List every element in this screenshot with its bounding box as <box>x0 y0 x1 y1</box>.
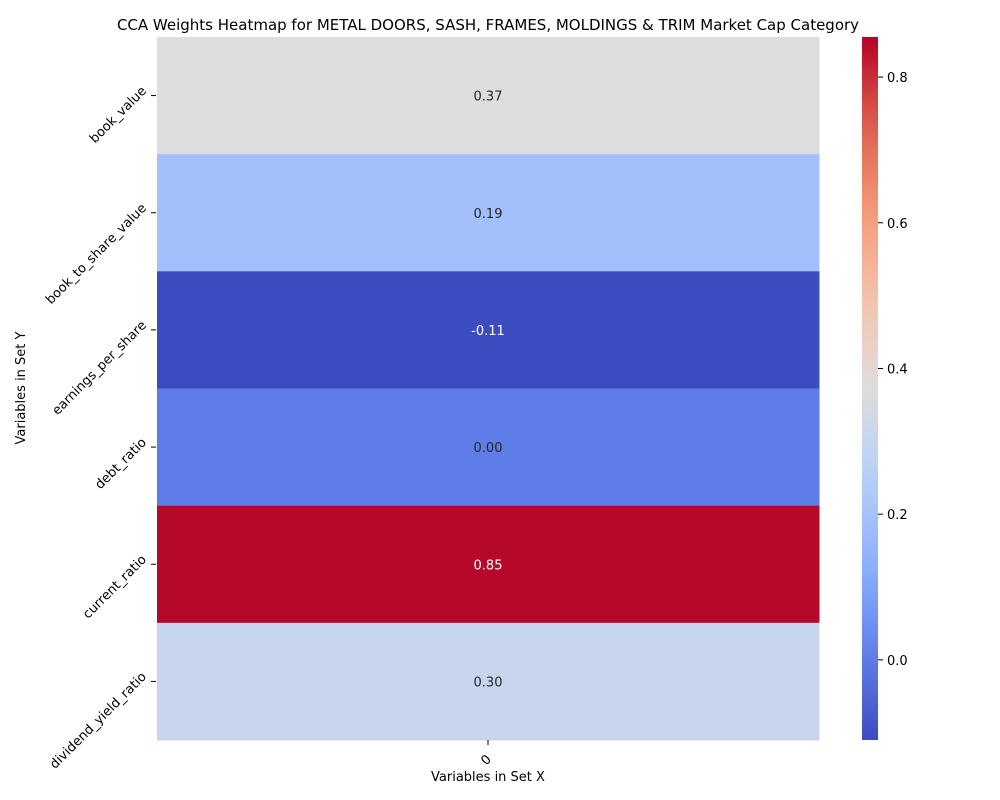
cell-value-label: -0.11 <box>471 324 505 339</box>
y-tick-label: dividend_yield_ratio <box>47 670 150 773</box>
y-tick-label: current_ratio <box>80 552 150 622</box>
cell-value-label: 0.30 <box>474 675 503 690</box>
y-tick-label: earnings_per_share <box>50 318 150 418</box>
heatmap-cell <box>157 37 820 155</box>
y-axis-label: Variables in Set Y <box>14 331 29 444</box>
y-tick-label: book_to_share_value <box>43 201 150 308</box>
heatmap-cell <box>157 505 820 624</box>
heatmap-cell <box>157 154 820 272</box>
cell-value-label: 0.19 <box>474 207 503 222</box>
colorbar-tick-label: 0.8 <box>887 71 908 86</box>
cell-value-label: 0.85 <box>474 558 503 573</box>
colorbar-tick-label: 0.6 <box>887 217 908 232</box>
colorbar-ticks: 0.0 0.2 0.4 0.6 0.8 <box>878 71 908 669</box>
chart-title: CCA Weights Heatmap for METAL DOORS, SAS… <box>117 16 859 34</box>
y-tick-labels: book_value book_to_share_valueearnings_pe… <box>43 84 156 772</box>
heatmap-cell <box>157 271 820 389</box>
heatmap-cell <box>157 388 820 507</box>
cell-value-label: 0.00 <box>474 441 503 456</box>
y-tick-label: debt_ratio <box>92 435 149 492</box>
colorbar-tick-label: 0.2 <box>887 508 908 523</box>
colorbar <box>862 37 878 740</box>
x-axis-label: Variables in Set X <box>431 770 545 785</box>
colorbar-tick-label: 0.4 <box>887 362 908 377</box>
colorbar-tick-label: 0.0 <box>887 654 908 669</box>
y-tick-label: book_value <box>87 84 150 147</box>
cell-value-label: 0.37 <box>474 90 503 105</box>
heatmap-cell <box>157 622 820 741</box>
x-tick-labels: 0 <box>478 740 495 769</box>
heatmap-cells: 0.37 0.19 -0.11 0.00 0.85 0.30 <box>157 37 820 741</box>
x-tick-label: 0 <box>478 752 494 768</box>
